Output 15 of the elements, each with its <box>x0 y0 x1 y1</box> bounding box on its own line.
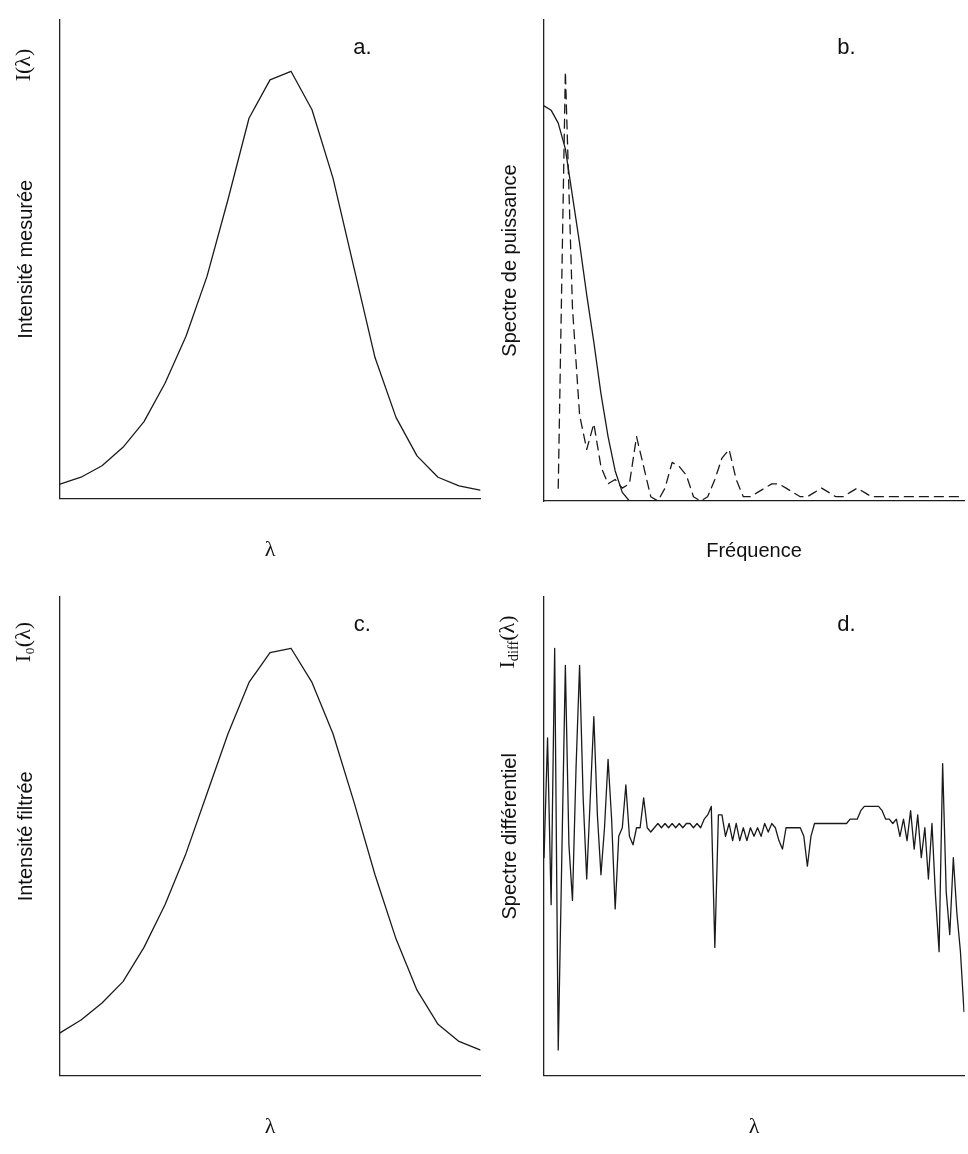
chart-title: c. <box>353 611 371 637</box>
x-axis-title: λ <box>264 1112 276 1138</box>
x-axis-title: λ <box>264 535 276 561</box>
y-axis-title: Intensité mesurée <box>13 179 36 339</box>
text: I(λ) <box>9 48 35 82</box>
chart-title: b. <box>837 34 856 60</box>
x-axis-title: λ <box>748 1112 760 1138</box>
y-axis-title: Spectre de puissance <box>497 164 520 357</box>
text: I₀(λ) <box>9 621 35 663</box>
text: Idiff(λ) <box>493 615 522 669</box>
chart-title: a. <box>353 34 372 60</box>
x-axis-title: Fréquence <box>706 538 802 561</box>
y-axis-title: Spectre différentiel <box>497 753 520 920</box>
y-axis-title: Intensité filtrée <box>13 771 36 902</box>
chart-title: d. <box>837 611 856 637</box>
